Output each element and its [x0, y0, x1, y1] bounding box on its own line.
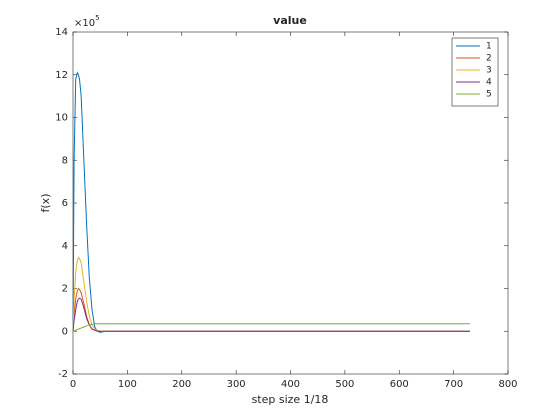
y-tick-label: 10 [55, 113, 68, 124]
y-tick-label: 14 [55, 27, 68, 38]
x-tick-label: 100 [118, 379, 137, 390]
x-tick-label: 0 [70, 379, 76, 390]
chart-title: value [273, 14, 307, 27]
legend-label: 1 [486, 42, 492, 52]
x-axis-label: step size 1/18 [252, 393, 329, 406]
y-tick-label: -2 [58, 369, 68, 380]
series-line [72, 323, 470, 332]
x-tick-label: 700 [444, 379, 463, 390]
legend-label: 3 [486, 66, 492, 76]
legend-label: 5 [486, 90, 492, 100]
y-exponent-base: ×10 [74, 18, 95, 29]
x-tick-label: 500 [335, 379, 354, 390]
x-tick-label: 200 [172, 379, 191, 390]
y-tick-label: 0 [62, 326, 68, 337]
legend-box [451, 37, 499, 107]
y-tick-label: 6 [62, 198, 68, 209]
x-tick-label: 600 [390, 379, 409, 390]
y-tick-label: 2 [62, 284, 68, 295]
y-axis-label: f(x) [39, 194, 52, 213]
y-exponent-power: 5 [95, 14, 99, 22]
series-line [72, 256, 470, 332]
x-tick-label: 800 [498, 379, 517, 390]
plot-frame [72, 31, 509, 375]
y-tick-label: 4 [62, 241, 68, 252]
x-tick-label: 300 [227, 379, 246, 390]
y-exponent: ×105 [74, 14, 100, 29]
legend-label: 2 [486, 54, 492, 64]
legend-label: 4 [486, 78, 492, 88]
y-tick-label: 8 [62, 155, 68, 166]
series-line [72, 71, 470, 333]
x-tick-label: 400 [281, 379, 300, 390]
series-line [72, 297, 470, 332]
y-tick-label: 12 [55, 70, 68, 81]
